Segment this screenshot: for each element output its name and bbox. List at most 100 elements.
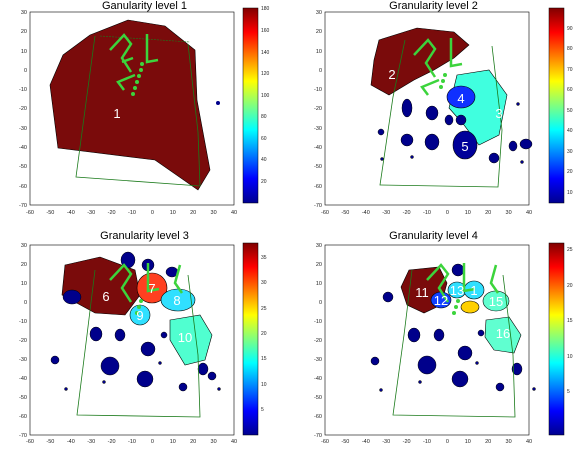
y-ticks-1: 30 20 10 0 -10 -20 -30 -40 -50 -60 -70 xyxy=(19,10,27,209)
colorbar-ticks-4: 25 20 15 10 5 xyxy=(567,247,573,395)
svg-text:40: 40 xyxy=(526,439,532,445)
svg-text:-60: -60 xyxy=(321,210,329,216)
svg-text:10: 10 xyxy=(465,439,471,445)
svg-text:-60: -60 xyxy=(321,439,329,445)
svg-text:15: 15 xyxy=(567,318,573,324)
colorbar-ticks-2: 90 80 70 60 50 40 30 20 10 xyxy=(567,26,573,196)
svg-text:20: 20 xyxy=(316,29,322,35)
region-10-shape xyxy=(169,314,213,366)
svg-text:0: 0 xyxy=(151,210,154,216)
svg-text:-10: -10 xyxy=(423,210,431,216)
colorbar-ticks-3: 35 30 25 20 15 10 5 xyxy=(261,255,267,413)
region-5-shape xyxy=(452,130,478,160)
svg-text:-20: -20 xyxy=(108,439,116,445)
region-label-12: 12 xyxy=(434,293,448,308)
region-label-3: 3 xyxy=(495,106,502,121)
x-ticks-2: -60 -50 -40 -30 -20 -10 0 10 20 30 40 xyxy=(321,210,532,216)
svg-text:20: 20 xyxy=(485,439,491,445)
svg-text:-60: -60 xyxy=(19,414,27,420)
svg-text:180: 180 xyxy=(261,6,270,12)
svg-text:-50: -50 xyxy=(314,395,322,401)
y-ticks-4: 30 20 10 0 -10 -20 -30 -40 -50 -60 -70 xyxy=(314,243,322,439)
chart-3: 6 7 8 9 10 -60 -50 -40 -30 -20 -10 0 10 … xyxy=(19,242,267,445)
svg-text:30: 30 xyxy=(506,439,512,445)
svg-text:25: 25 xyxy=(261,306,267,312)
svg-text:10: 10 xyxy=(21,281,27,287)
region-9-shape xyxy=(129,304,151,326)
svg-text:-40: -40 xyxy=(67,439,75,445)
svg-text:-60: -60 xyxy=(314,414,322,420)
svg-text:-70: -70 xyxy=(19,433,27,439)
panel-2: Granularity level 2 xyxy=(289,0,578,225)
svg-text:10: 10 xyxy=(567,190,573,196)
svg-text:30: 30 xyxy=(21,10,27,16)
svg-text:-60: -60 xyxy=(26,439,34,445)
svg-text:-40: -40 xyxy=(314,376,322,382)
svg-text:60: 60 xyxy=(261,136,267,142)
svg-text:-30: -30 xyxy=(19,357,27,363)
svg-text:20: 20 xyxy=(261,179,267,185)
green-structure-2 xyxy=(413,38,463,96)
svg-text:-60: -60 xyxy=(314,184,322,190)
svg-text:120: 120 xyxy=(261,71,270,77)
svg-text:25: 25 xyxy=(567,247,573,253)
svg-text:0: 0 xyxy=(319,300,322,306)
panel-title-4: Granularity level 4 xyxy=(389,230,478,242)
svg-text:-30: -30 xyxy=(382,439,390,445)
svg-text:-70: -70 xyxy=(314,433,322,439)
svg-text:30: 30 xyxy=(316,243,322,249)
region-label-7: 7 xyxy=(148,281,155,296)
svg-text:0: 0 xyxy=(24,300,27,306)
svg-text:10: 10 xyxy=(170,210,176,216)
chart-4: 11 12 13 1 15 16 -60 -50 -40 -30 -20 -10… xyxy=(314,242,573,445)
svg-text:35: 35 xyxy=(261,255,267,261)
svg-text:40: 40 xyxy=(526,210,532,216)
svg-text:-20: -20 xyxy=(108,210,116,216)
green-structure-3 xyxy=(109,263,184,303)
green-dots-1 xyxy=(131,62,144,96)
svg-text:80: 80 xyxy=(567,46,573,52)
colorbar-4 xyxy=(548,242,565,436)
svg-text:-50: -50 xyxy=(341,210,349,216)
region-label-11: 11 xyxy=(415,285,429,300)
svg-text:-50: -50 xyxy=(46,439,54,445)
svg-text:160: 160 xyxy=(261,28,270,34)
svg-text:10: 10 xyxy=(316,49,322,55)
svg-text:40: 40 xyxy=(567,128,573,134)
colorbar-2 xyxy=(548,7,565,204)
svg-text:30: 30 xyxy=(21,243,27,249)
region-label-2: 2 xyxy=(388,67,395,82)
colorbar-ticks-1: 180 160 140 120 100 80 60 40 20 xyxy=(261,6,270,185)
y-ticks-3: 30 20 10 0 -10 -20 -30 -40 -50 -60 -70 xyxy=(19,243,27,439)
svg-text:0: 0 xyxy=(446,210,449,216)
svg-text:10: 10 xyxy=(316,281,322,287)
panel-title-1: Ganularity level 1 xyxy=(102,0,187,12)
svg-text:10: 10 xyxy=(465,210,471,216)
small-blobs-2 xyxy=(377,98,533,164)
region-label-9: 9 xyxy=(136,308,143,323)
svg-text:10: 10 xyxy=(567,354,573,360)
svg-text:70: 70 xyxy=(567,67,573,73)
green-dots-2 xyxy=(439,73,447,89)
svg-text:-50: -50 xyxy=(19,395,27,401)
region-label-10: 10 xyxy=(178,330,192,345)
green-structure-1 xyxy=(109,33,159,91)
small-blobs-4 xyxy=(370,263,536,392)
svg-text:-10: -10 xyxy=(423,439,431,445)
region-2-shape xyxy=(370,27,470,96)
small-blobs-3 xyxy=(50,251,221,392)
svg-text:30: 30 xyxy=(506,210,512,216)
svg-text:-30: -30 xyxy=(87,439,95,445)
svg-text:30: 30 xyxy=(261,280,267,286)
svg-text:5: 5 xyxy=(567,389,570,395)
svg-text:-30: -30 xyxy=(314,357,322,363)
region-7-shape xyxy=(136,272,168,304)
svg-text:-60: -60 xyxy=(19,184,27,190)
svg-text:20: 20 xyxy=(485,210,491,216)
x-ticks-1: -60 -50 -40 -30 -20 -10 0 10 20 30 40 xyxy=(26,210,237,216)
svg-text:-10: -10 xyxy=(128,210,136,216)
svg-text:-30: -30 xyxy=(382,210,390,216)
chart-2: 2 4 3 5 -60 -50 -40 -30 -20 -10 0 10 20 … xyxy=(314,7,573,216)
svg-text:-20: -20 xyxy=(314,338,322,344)
svg-text:-20: -20 xyxy=(314,106,322,112)
